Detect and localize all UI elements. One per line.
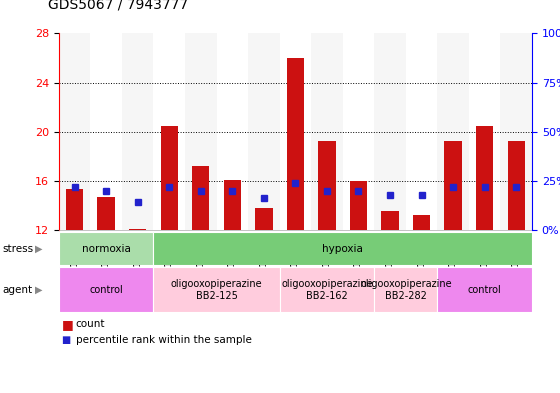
Bar [437, 33, 469, 230]
Bar [59, 33, 90, 230]
Bar [66, 189, 83, 230]
Bar [318, 141, 335, 230]
Bar [279, 267, 374, 312]
Bar [437, 267, 532, 312]
Text: ▶: ▶ [35, 285, 43, 295]
Bar [153, 232, 532, 265]
Bar [287, 58, 304, 230]
Bar [153, 267, 279, 312]
Bar [185, 33, 217, 230]
Bar [507, 141, 525, 230]
Text: ▶: ▶ [35, 244, 43, 253]
Text: oligooxopiperazine
BB2-162: oligooxopiperazine BB2-162 [281, 279, 373, 301]
Bar [311, 33, 343, 230]
Bar [223, 180, 241, 230]
Text: hypoxia: hypoxia [323, 244, 363, 253]
Bar [381, 211, 399, 230]
Bar [97, 197, 115, 230]
Text: GDS5067 / 7943777: GDS5067 / 7943777 [48, 0, 188, 12]
Text: oligooxopiperazine
BB2-282: oligooxopiperazine BB2-282 [360, 279, 451, 301]
Text: percentile rank within the sample: percentile rank within the sample [76, 335, 251, 345]
Text: stress: stress [3, 244, 34, 253]
Text: agent: agent [3, 285, 33, 295]
Bar [129, 229, 146, 230]
Bar [248, 33, 279, 230]
Bar [161, 125, 178, 230]
Bar [122, 33, 153, 230]
Bar [192, 166, 209, 230]
Text: normoxia: normoxia [82, 244, 130, 253]
Bar [59, 267, 153, 312]
Bar [445, 141, 462, 230]
Bar [374, 267, 437, 312]
Text: control: control [89, 285, 123, 295]
Bar [374, 33, 406, 230]
Bar [255, 208, 273, 230]
Text: count: count [76, 319, 105, 329]
Text: oligooxopiperazine
BB2-125: oligooxopiperazine BB2-125 [171, 279, 262, 301]
Bar [59, 232, 153, 265]
Text: ■: ■ [62, 318, 73, 331]
Bar [413, 215, 430, 230]
Text: control: control [468, 285, 502, 295]
Bar [476, 125, 493, 230]
Bar [501, 33, 532, 230]
Bar [350, 181, 367, 230]
Text: ■: ■ [62, 335, 71, 345]
